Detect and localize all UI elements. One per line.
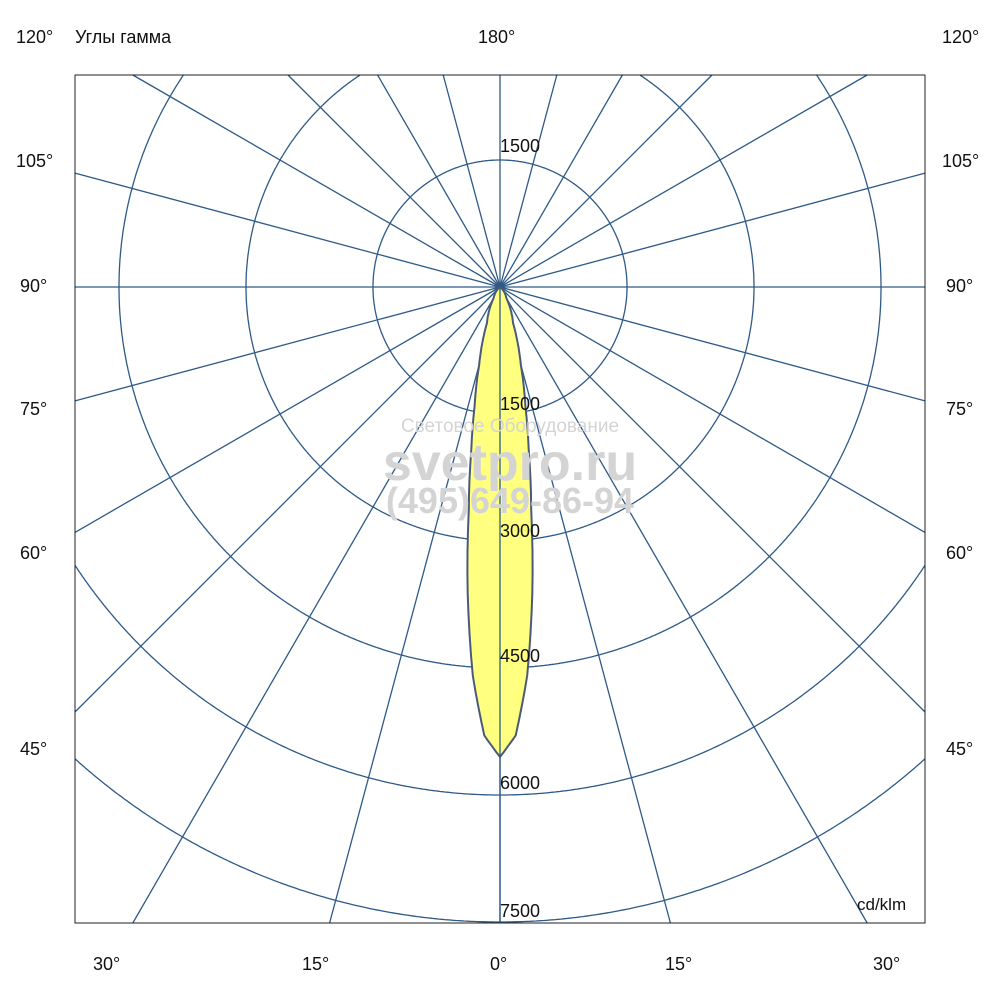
angle-label-left: 60° xyxy=(20,543,48,563)
ring-label: 1500 xyxy=(500,394,541,414)
angle-label-left: 75° xyxy=(20,399,48,419)
grid-spoke xyxy=(74,286,501,713)
watermark-line3: (495)649-86-94 xyxy=(385,480,635,521)
grid-spoke xyxy=(499,74,868,288)
angle-label-right: 75° xyxy=(946,399,974,419)
grid-ring xyxy=(245,74,755,542)
angle-label-top-left: 120° xyxy=(16,27,54,47)
angle-label-bottom: 0° xyxy=(490,954,508,974)
grid-spoke xyxy=(377,74,501,288)
grid-spoke xyxy=(442,74,501,288)
grid-ring xyxy=(118,74,882,669)
grid-spoke xyxy=(499,74,713,288)
grid-spoke xyxy=(499,74,558,288)
watermark-line2: svetpro.ru xyxy=(382,434,638,492)
angle-label-left: 90° xyxy=(20,276,48,296)
watermark-line1: Световое Оборудование xyxy=(400,416,620,437)
angle-label-right: 105° xyxy=(942,151,980,171)
angle-label-bottom: 30° xyxy=(93,954,121,974)
angle-label-left: 45° xyxy=(20,739,48,759)
chart-title: Углы гамма xyxy=(75,27,172,47)
angle-label-right: 90° xyxy=(946,276,974,296)
grid-spoke xyxy=(287,74,501,288)
ring-label: 7500 xyxy=(500,901,541,921)
unit-label: cd/klm xyxy=(857,895,907,914)
ring-label: 4500 xyxy=(500,646,541,666)
angle-label-right: 45° xyxy=(946,739,974,759)
grid-spoke xyxy=(328,286,501,924)
grid-spoke xyxy=(499,172,926,288)
polar-grid xyxy=(74,74,926,924)
grid-spoke xyxy=(499,286,926,533)
grid-spoke xyxy=(74,172,501,288)
grid-spoke xyxy=(74,286,501,402)
angle-label-bottom: 15° xyxy=(302,954,330,974)
grid-spoke xyxy=(132,74,501,288)
grid-spoke xyxy=(499,286,926,402)
grid-spoke xyxy=(499,286,868,924)
ring-label: 6000 xyxy=(500,773,541,793)
angle-label-bottom: 15° xyxy=(665,954,693,974)
grid-spoke xyxy=(132,286,501,924)
ring-label: 1500 xyxy=(500,136,541,156)
angle-label-right: 60° xyxy=(946,543,974,563)
beam-curve-group xyxy=(466,286,534,923)
angle-label-top-right: 120° xyxy=(942,27,980,47)
angle-label-bottom: 30° xyxy=(873,954,901,974)
grid-spoke xyxy=(499,286,926,713)
angle-label-left: 105° xyxy=(16,151,54,171)
grid-spoke xyxy=(74,286,501,533)
angle-label-top-center: 180° xyxy=(478,27,516,47)
grid-spoke xyxy=(499,74,623,288)
plot-frame xyxy=(74,74,926,924)
ring-label: 3000 xyxy=(500,521,541,541)
grid-spoke xyxy=(499,286,672,924)
